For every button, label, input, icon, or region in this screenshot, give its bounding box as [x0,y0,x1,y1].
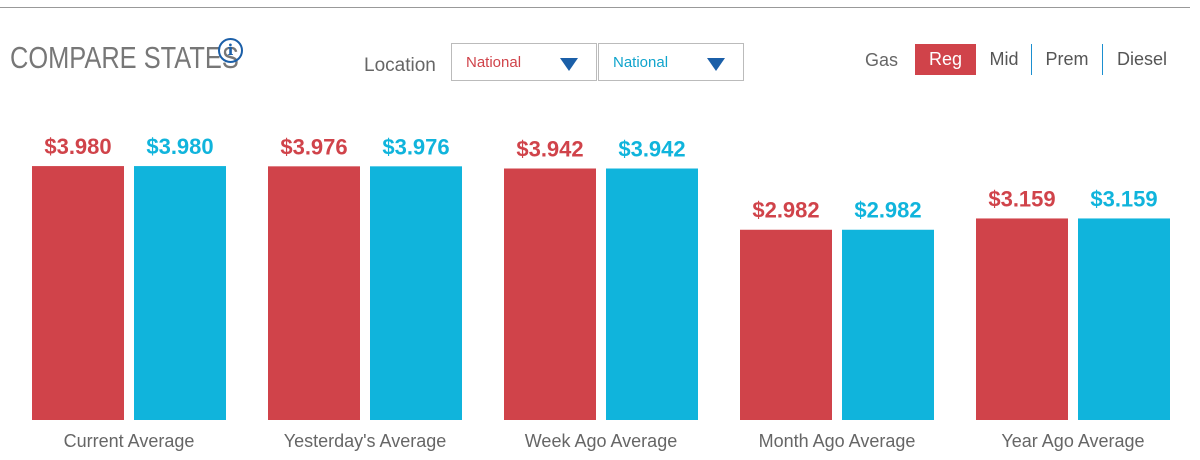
value-label: $3.942 [516,137,583,162]
value-label: $3.159 [1090,186,1157,211]
value-label: $2.982 [854,198,921,223]
category-label: Year Ago Average [1001,431,1144,451]
category-label: Week Ago Average [525,431,677,451]
bar [740,229,832,420]
value-label: $3.976 [280,134,347,159]
category-label: Yesterday's Average [284,431,447,451]
select-value: National [466,54,522,71]
location-label: Location [364,55,436,76]
value-label: $3.980 [146,134,213,159]
category-label: Current Average [64,431,195,451]
gas-label: Gas [865,50,899,70]
category-label: Month Ago Average [759,431,916,451]
location-select[interactable]: National [598,43,744,81]
value-label: $3.980 [44,134,111,159]
grade-button[interactable]: Prem [1045,49,1089,69]
dropdown-arrow [707,58,725,71]
separator [1031,44,1032,75]
bar [134,166,226,420]
info-icon[interactable]: i [218,38,243,63]
page-title: COMPARE STATES [10,40,239,75]
value-label: $3.942 [618,137,685,162]
grade-button[interactable]: Diesel [1116,49,1168,69]
value-label: $3.976 [382,134,449,159]
select-value: National [613,54,669,71]
dropdown-arrow [560,58,578,71]
bar [504,168,596,420]
bar [268,166,360,420]
bar [32,166,124,420]
bar [976,218,1068,420]
divider [0,7,1190,8]
bar [606,168,698,420]
grade-button[interactable]: Mid [989,49,1019,69]
grade-button[interactable]: Reg [915,44,976,75]
bar [370,166,462,420]
value-label: $3.159 [988,186,1055,211]
separator [1102,44,1103,75]
value-label: $2.982 [752,198,819,223]
bar [842,229,934,420]
location-select[interactable]: National [451,43,597,81]
bar [1078,218,1170,420]
